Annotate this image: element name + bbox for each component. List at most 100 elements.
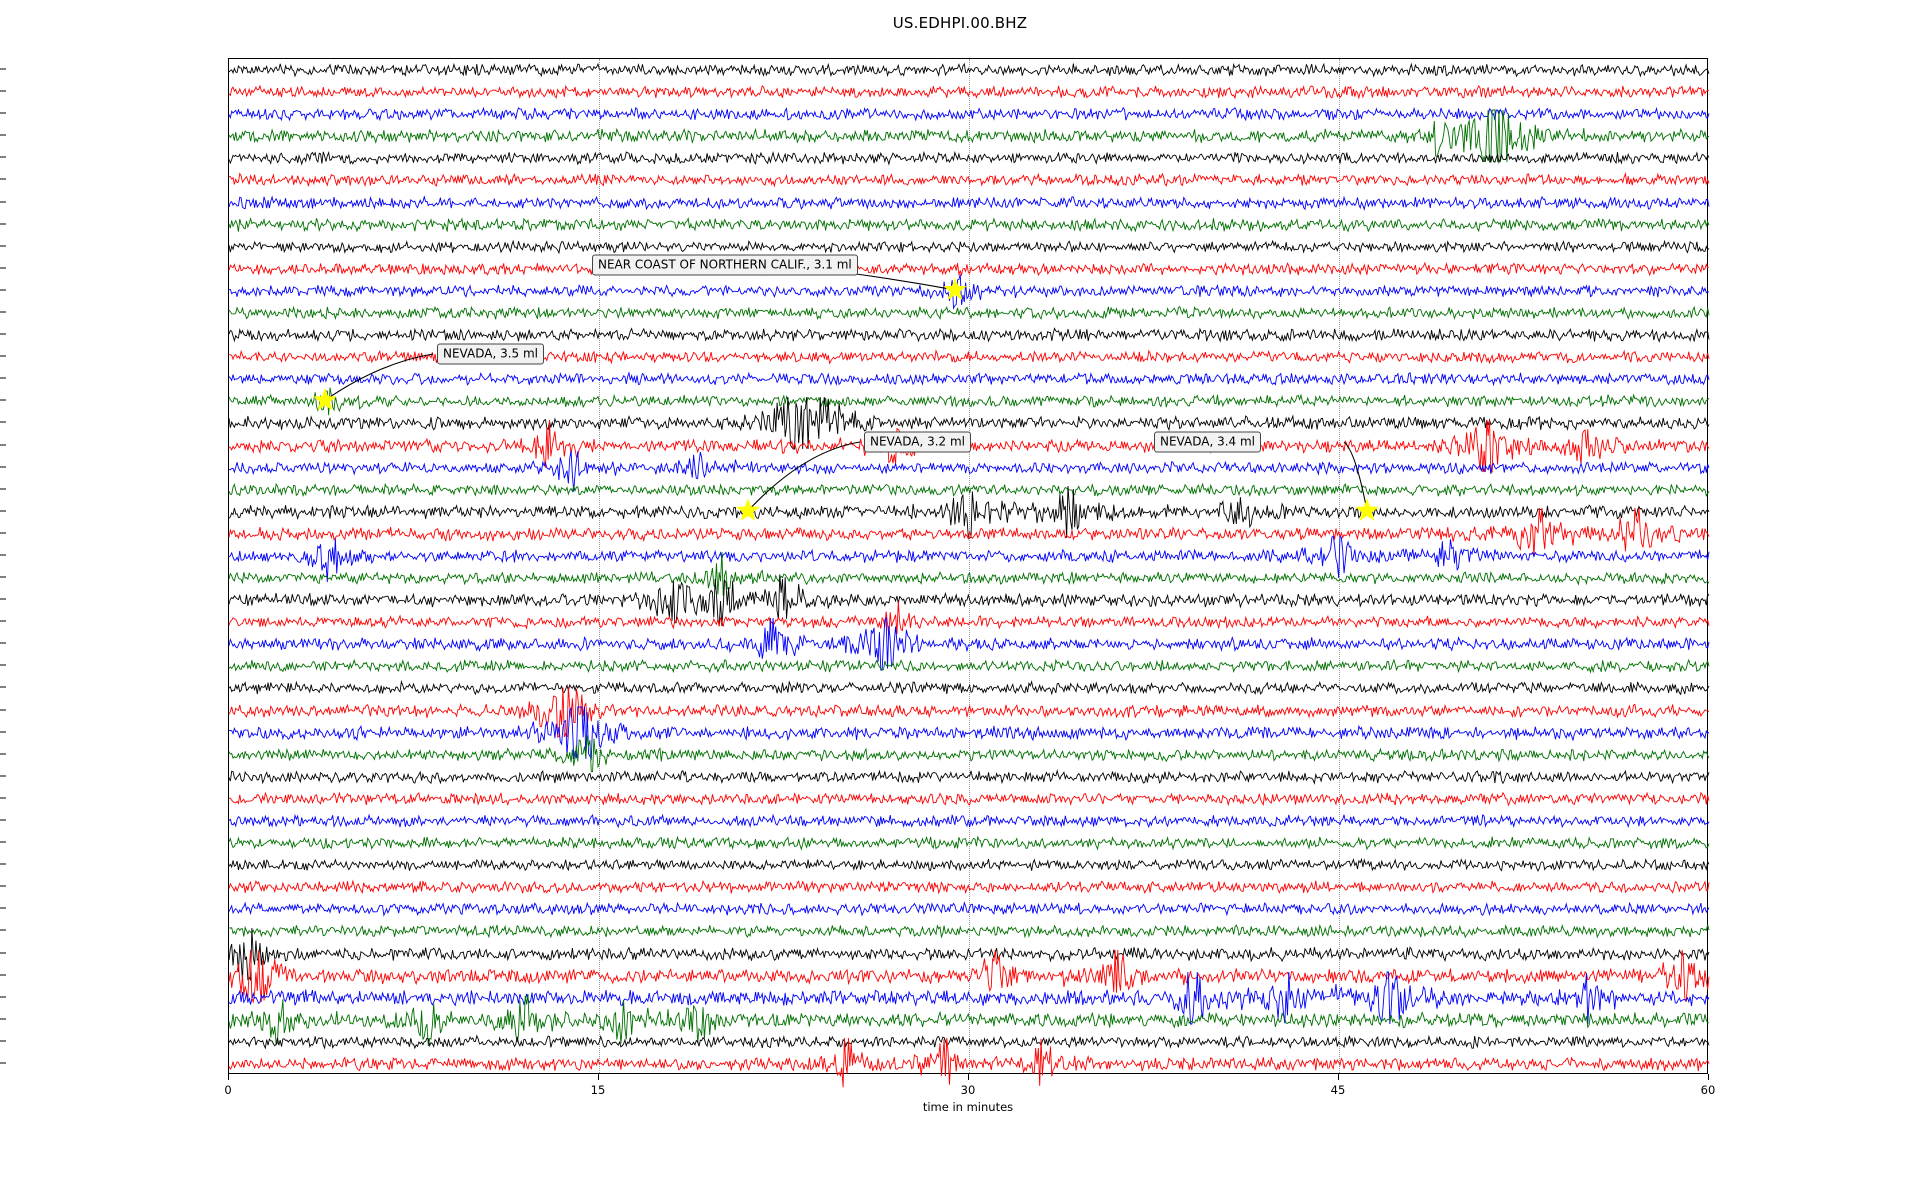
seismic-trace	[229, 860, 1709, 914]
y-tick-mark	[0, 510, 6, 512]
y-tick-mark	[0, 267, 6, 269]
y-tick-mark	[0, 620, 6, 622]
seismic-trace	[229, 65, 1709, 119]
seismic-trace	[229, 463, 1709, 517]
seismic-trace	[229, 131, 1709, 185]
y-tick-mark	[0, 311, 6, 313]
y-tick-mark	[0, 598, 6, 600]
seismic-trace	[229, 706, 1709, 760]
page-title: US.EDHPI.00.BHZ	[892, 14, 1028, 32]
seismic-trace	[229, 639, 1709, 693]
seismic-trace	[229, 286, 1709, 340]
seismic-trace	[229, 153, 1709, 207]
x-tick-label: 60	[1700, 1083, 1716, 1097]
seismic-trace	[229, 573, 1709, 627]
y-tick-mark	[0, 245, 6, 247]
y-tick-mark	[0, 90, 6, 92]
y-tick-mark	[0, 333, 6, 335]
y-axis-ticks: 00:00:0101:00:0102:00:0103:00:0104:00:01…	[0, 0, 228, 1200]
y-tick-mark	[0, 797, 6, 799]
y-tick-mark	[0, 466, 6, 468]
y-tick-mark	[0, 532, 6, 534]
seismic-trace	[229, 1037, 1709, 1091]
y-tick-mark	[0, 819, 6, 821]
seismic-trace	[229, 374, 1709, 428]
seismic-trace	[229, 772, 1709, 826]
seismic-trace	[229, 198, 1709, 252]
annot-near-coast-norcal[interactable]: NEAR COAST OF NORTHERN CALIF., 3.1 ml	[592, 254, 858, 276]
x-tick-mark	[1708, 1074, 1709, 1080]
seismic-trace	[229, 485, 1709, 539]
seismic-trace	[229, 176, 1709, 230]
y-tick-mark	[0, 642, 6, 644]
seismic-trace	[229, 993, 1709, 1047]
y-tick-mark	[0, 952, 6, 954]
y-tick-mark	[0, 775, 6, 777]
seismic-trace	[229, 794, 1709, 848]
grid-line-45	[1339, 59, 1340, 1073]
y-tick-mark	[0, 223, 6, 225]
x-tick-mark	[1338, 1074, 1339, 1080]
y-tick-mark	[0, 399, 6, 401]
x-tick-mark	[228, 1074, 229, 1080]
seismic-trace	[229, 529, 1709, 583]
y-tick-mark	[0, 444, 6, 446]
y-tick-mark	[0, 201, 6, 203]
y-tick-mark	[0, 554, 6, 556]
x-axis-title: time in minutes	[922, 1100, 1014, 1114]
seismic-trace	[229, 728, 1709, 782]
x-tick-label: 0	[224, 1083, 232, 1097]
seismic-trace	[229, 87, 1709, 141]
seismic-trace	[229, 661, 1709, 715]
seismic-trace	[229, 617, 1709, 671]
x-tick-mark	[968, 1074, 969, 1080]
y-tick-mark	[0, 841, 6, 843]
seismic-trace	[229, 1015, 1709, 1069]
seismic-trace	[229, 352, 1709, 406]
x-tick-label: 15	[590, 1083, 606, 1097]
seismic-trace	[229, 43, 1709, 97]
seismic-trace	[229, 507, 1709, 561]
y-tick-mark	[0, 289, 6, 291]
y-tick-mark	[0, 664, 6, 666]
y-tick-mark	[0, 753, 6, 755]
seismic-trace	[229, 242, 1709, 296]
seismic-trace	[229, 882, 1709, 936]
seismic-trace	[229, 927, 1709, 981]
y-tick-mark	[0, 686, 6, 688]
y-tick-mark	[0, 1062, 6, 1064]
seismic-trace	[229, 949, 1709, 1003]
y-tick-mark	[0, 156, 6, 158]
y-tick-mark	[0, 488, 6, 490]
y-tick-mark	[0, 112, 6, 114]
grid-line-30	[969, 59, 970, 1073]
seismic-trace	[229, 308, 1709, 362]
y-tick-mark	[0, 178, 6, 180]
seismic-trace	[229, 904, 1709, 958]
annot-nevada-32[interactable]: NEVADA, 3.2 ml	[864, 431, 971, 453]
y-tick-mark	[0, 907, 6, 909]
annot-nevada-35[interactable]: NEVADA, 3.5 ml	[437, 343, 544, 365]
y-tick-mark	[0, 134, 6, 136]
seismic-trace	[229, 551, 1709, 605]
x-tick-mark	[598, 1074, 599, 1080]
seismic-trace	[229, 750, 1709, 804]
seismic-trace	[229, 684, 1709, 738]
annot-nevada-34[interactable]: NEVADA, 3.4 ml	[1154, 431, 1261, 453]
seismic-trace	[229, 595, 1709, 649]
y-tick-mark	[0, 929, 6, 931]
seismic-trace	[229, 396, 1709, 450]
seismic-trace	[229, 109, 1709, 163]
seismic-trace	[229, 220, 1709, 274]
y-tick-mark	[0, 576, 6, 578]
y-tick-mark	[0, 68, 6, 70]
y-tick-mark	[0, 421, 6, 423]
x-tick-label: 45	[1330, 1083, 1346, 1097]
y-tick-mark	[0, 885, 6, 887]
grid-line-15	[599, 59, 600, 1073]
y-tick-mark	[0, 377, 6, 379]
y-tick-mark	[0, 1018, 6, 1020]
y-tick-mark	[0, 974, 6, 976]
seismic-trace	[229, 264, 1709, 318]
x-tick-label: 30	[960, 1083, 976, 1097]
